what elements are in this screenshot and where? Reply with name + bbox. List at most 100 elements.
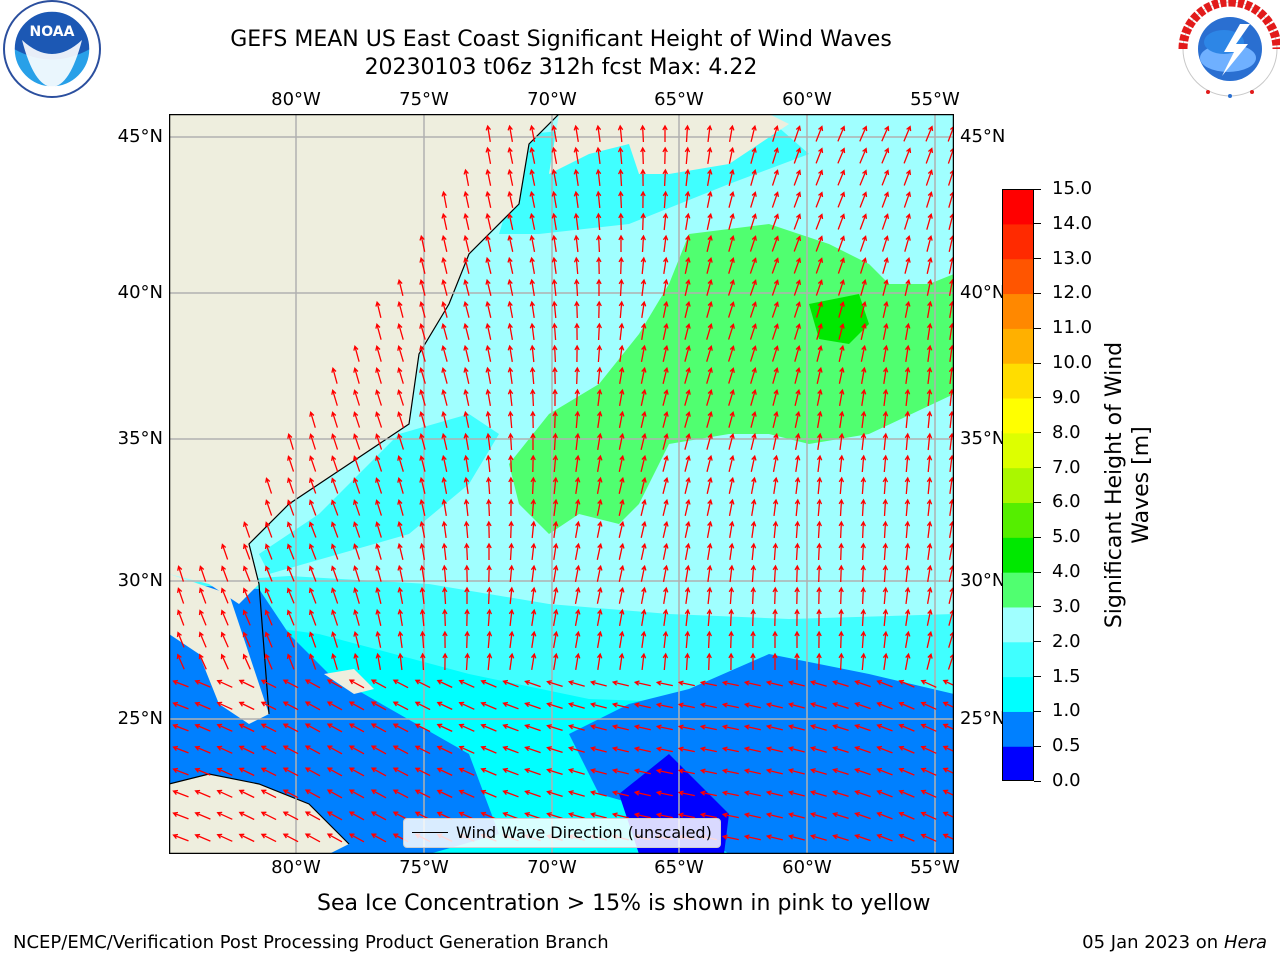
wave-direction-arrow (618, 256, 624, 275)
wave-direction-arrow (618, 234, 624, 252)
wave-direction-arrow (618, 498, 625, 516)
colorbar-segment (1002, 606, 1034, 643)
wave-direction-arrow (330, 521, 339, 538)
wave-direction-arrow (920, 723, 937, 732)
wave-direction-arrow (568, 812, 585, 819)
wave-direction-arrow (574, 454, 581, 472)
wave-direction-arrow (304, 767, 321, 777)
wave-direction-arrow (414, 745, 431, 755)
wave-direction-arrow (260, 789, 277, 799)
wave-direction-arrow (198, 631, 207, 648)
footer-host: Hera (1223, 932, 1267, 953)
wave-direction-arrow (794, 432, 801, 451)
wave-direction-arrow (507, 124, 514, 143)
wave-direction-arrow (442, 608, 448, 627)
wave-direction-arrow (574, 300, 580, 319)
wave-direction-arrow (750, 498, 757, 517)
lon-label: 70°W (527, 89, 577, 110)
wave-direction-arrow (530, 542, 537, 560)
wave-direction-arrow (220, 609, 229, 626)
wave-direction-arrow (419, 234, 426, 252)
wave-direction-arrow (552, 344, 558, 363)
wave-direction-arrow (242, 653, 251, 670)
legend-line-sample (412, 832, 448, 833)
wave-direction-arrow (304, 789, 321, 799)
wave-direction-arrow (480, 701, 497, 710)
wave-direction-arrow (706, 124, 713, 142)
wave-direction-arrow (370, 789, 387, 799)
wave-direction-arrow (282, 701, 299, 711)
wave-direction-arrow (419, 542, 426, 561)
wave-direction-arrow (728, 433, 735, 450)
wave-direction-arrow (882, 608, 889, 627)
wave-direction-arrow (750, 564, 757, 583)
wave-direction-arrow (640, 300, 647, 318)
wave-direction-arrow (330, 587, 339, 604)
wave-direction-arrow (508, 652, 515, 670)
wave-direction-arrow (728, 124, 735, 143)
wave-direction-arrow (575, 498, 581, 517)
wave-direction-arrow (904, 586, 911, 604)
colorbar-segment (1002, 572, 1034, 608)
wave-direction-arrow (859, 125, 868, 142)
wave-direction-arrow (618, 366, 625, 385)
chart-subtitle: 20230103 t06z 312h fcst Max: 4.22 (364, 55, 758, 80)
wave-direction-arrow (392, 679, 409, 689)
wave-direction-arrow (348, 679, 365, 689)
wave-direction-arrow (464, 630, 470, 649)
wave-direction-arrow (832, 834, 849, 842)
wave-direction-arrow (728, 630, 734, 649)
lon-label: 80°W (271, 89, 321, 110)
wave-direction-arrow (750, 366, 757, 384)
wave-direction-arrow (904, 257, 911, 274)
wave-direction-arrow (485, 234, 492, 252)
wave-direction-arrow (904, 630, 911, 649)
wave-direction-arrow (348, 767, 365, 777)
wave-direction-arrow (507, 146, 514, 164)
wave-direction-arrow (414, 789, 431, 799)
colorbar-tick-label: 3.0 (1052, 595, 1081, 617)
wave-direction-arrow (573, 234, 580, 253)
wave-direction-arrow (419, 388, 426, 406)
wave-direction-arrow (876, 767, 893, 776)
wave-direction-arrow (574, 542, 581, 561)
wave-direction-arrow (684, 322, 691, 340)
wave-direction-arrow (860, 322, 867, 340)
wave-direction-arrow (463, 234, 470, 252)
wave-direction-arrow (662, 366, 669, 384)
wave-direction-arrow (464, 652, 470, 671)
wave-direction-arrow (832, 790, 849, 798)
wave-direction-arrow (706, 344, 713, 362)
wave-direction-arrow (816, 432, 823, 450)
wave-direction-arrow (326, 789, 343, 799)
wave-direction-arrow (574, 278, 580, 297)
wave-direction-arrow (177, 565, 185, 582)
wave-direction-arrow (942, 701, 954, 709)
wave-direction-arrow (441, 190, 448, 209)
wave-direction-arrow (524, 701, 541, 710)
wave-direction-arrow (596, 256, 602, 275)
wave-direction-arrow (353, 586, 360, 604)
wave-direction-arrow (771, 191, 780, 208)
wave-direction-arrow (596, 630, 603, 649)
footer-branch: NCEP/EMC/Verification Post Processing Pr… (13, 932, 609, 953)
wave-direction-arrow (552, 498, 559, 516)
wave-direction-arrow (348, 723, 365, 733)
wave-direction-arrow (699, 746, 717, 753)
wave-direction-arrow (463, 366, 470, 384)
wave-direction-arrow (662, 389, 669, 406)
wave-direction-arrow (706, 388, 713, 406)
colorbar (1002, 189, 1034, 781)
colorbar-tick-mark (1034, 676, 1041, 678)
wave-direction-arrow (309, 455, 317, 472)
wave-direction-arrow (765, 790, 783, 797)
wave-direction-arrow (529, 190, 536, 208)
wave-direction-arrow (502, 723, 519, 732)
wave-direction-arrow (485, 168, 492, 186)
wave-direction-arrow (441, 476, 448, 495)
wave-direction-arrow (662, 586, 669, 605)
wave-direction-arrow (728, 256, 735, 274)
wave-direction-arrow (216, 745, 233, 754)
wave-direction-arrow (640, 542, 647, 560)
wave-direction-arrow (706, 608, 713, 627)
